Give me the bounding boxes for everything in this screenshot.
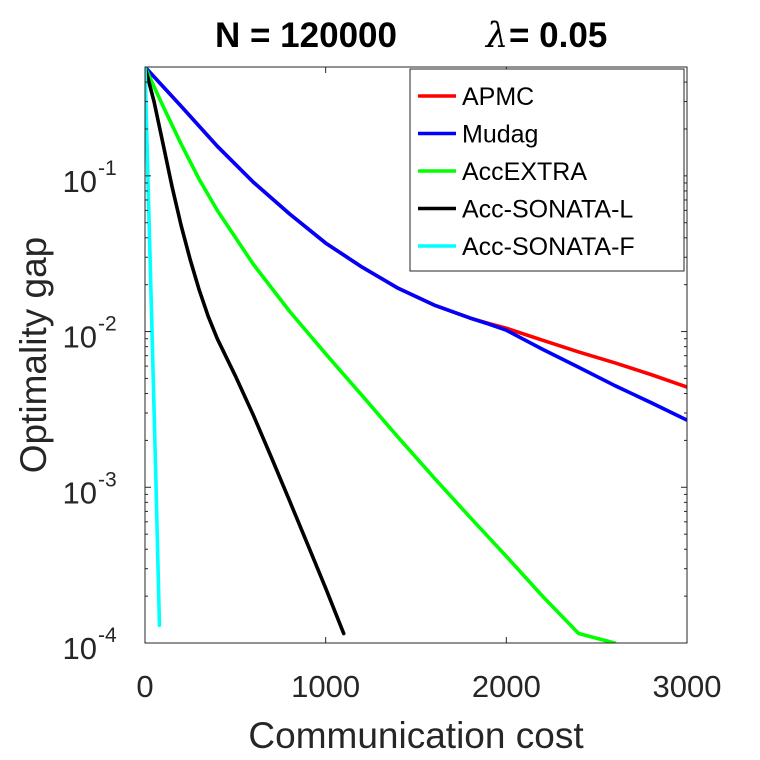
series-line-accextra xyxy=(145,67,617,643)
x-tick-label: 1000 xyxy=(291,669,360,704)
legend-item-acc-sonata-f: Acc-SONATA-F xyxy=(418,233,635,261)
legend-label: Mudag xyxy=(462,121,538,149)
x-tick-label: 0 xyxy=(136,669,153,704)
chart-title-left: N = 120000 xyxy=(215,16,397,55)
y-tick-label-base: 10 xyxy=(63,164,97,199)
legend-label: Acc-SONATA-F xyxy=(462,233,635,261)
x-tick-label: 2000 xyxy=(472,669,541,704)
legend-label: APMC xyxy=(462,83,534,111)
y-tick-label: 10 -2 xyxy=(63,313,117,355)
y-tick-label-base: 10 xyxy=(63,320,97,355)
y-tick-label: 10 -3 xyxy=(63,468,117,510)
y-tick-label: 10 -4 xyxy=(63,624,117,666)
y-tick-label-base: 10 xyxy=(63,475,97,510)
chart-title-lambda-value: = 0.05 xyxy=(509,16,607,55)
x-tick-labels: 0 1000 2000 3000 xyxy=(136,669,721,704)
series-lines xyxy=(145,67,687,643)
y-tick-labels: 10-110-210-310-4 xyxy=(63,157,117,666)
chart-title: N = 120000 λ = 0.05 xyxy=(215,16,607,56)
y-tick-label-base: 10 xyxy=(63,631,97,666)
series-line-acc-sonata-l xyxy=(145,67,346,636)
y-tick-label-exponent: -1 xyxy=(98,157,117,180)
chart-title-lambda-symbol: λ xyxy=(484,16,508,56)
y-tick-label-exponent: -2 xyxy=(98,313,117,336)
series-line-acc-sonata-f xyxy=(145,67,162,628)
legend-item-apmc: APMC xyxy=(418,83,534,111)
legend-item-acc-sonata-l: Acc-SONATA-L xyxy=(418,196,633,224)
y-tick-label: 10 -1 xyxy=(63,157,117,199)
series-line-mudag xyxy=(145,67,687,422)
y-axis-label: Optimality gap xyxy=(13,237,54,474)
legend-label: AccEXTRA xyxy=(462,158,587,186)
legend: APMC Mudag AccEXTRA Acc-SONATA-L Acc-SONATA-… xyxy=(409,68,685,272)
axes-box xyxy=(144,66,688,644)
legend-item-mudag: Mudag xyxy=(418,121,538,149)
x-axis-label: Communication cost xyxy=(248,715,584,756)
y-tick-label-exponent: -4 xyxy=(98,624,117,647)
legend-label: Acc-SONATA-L xyxy=(462,196,633,224)
legend-item-accextra: AccEXTRA xyxy=(418,158,587,186)
y-tick-label-exponent: -3 xyxy=(98,468,117,491)
x-tick-label: 3000 xyxy=(653,669,722,704)
